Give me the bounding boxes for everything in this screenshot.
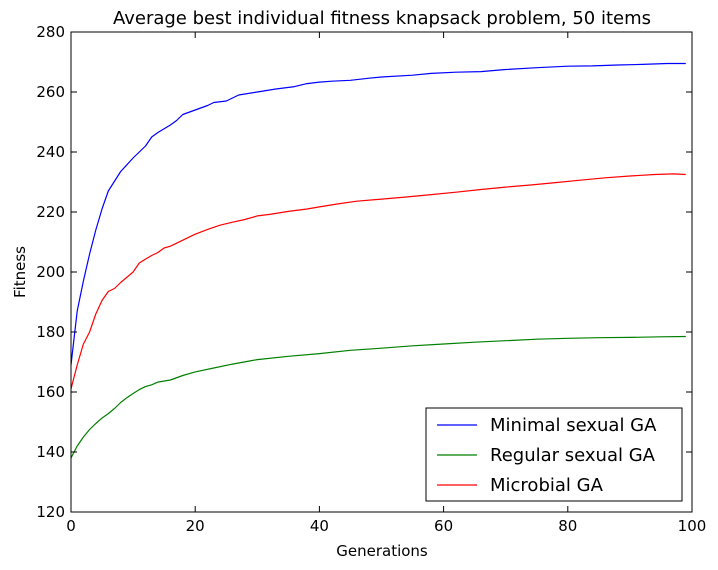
x-axis-title: Generations (336, 542, 428, 560)
series-line-microbial-ga (70, 173, 686, 390)
x-tick-label: 40 (310, 517, 329, 535)
y-tick-label: 260 (36, 83, 65, 101)
x-tick-label: 20 (186, 517, 205, 535)
y-tick-label: 180 (36, 323, 65, 341)
legend: Minimal sexual GA Regular sexual GA Micr… (425, 407, 683, 502)
legend-label-regular: Regular sexual GA (490, 445, 656, 466)
y-axis-title: Fitness (11, 246, 29, 298)
y-tick-label: 220 (36, 203, 65, 221)
y-tick-label: 160 (36, 383, 65, 401)
x-tick-label: 0 (66, 517, 76, 535)
series-line-regular-sexual-ga (70, 335, 686, 459)
ticks-layer: 0 20 40 60 80 100 120 140 160 180 200 220 240 260 280 (36, 23, 706, 535)
series-layer (70, 62, 686, 459)
y-tick-label: 200 (36, 263, 65, 281)
x-tick-label: 80 (558, 517, 577, 535)
legend-label-minimal: Minimal sexual GA (490, 415, 657, 436)
legend-label-microbial: Microbial GA (490, 475, 604, 496)
x-tick-label: 60 (434, 517, 453, 535)
chart-title: Average best individual fitness knapsack… (113, 8, 651, 29)
y-tick-label: 140 (36, 443, 65, 461)
series-line-minimal-sexual-ga (70, 62, 686, 366)
x-tick-label: 100 (678, 517, 707, 535)
y-tick-label: 120 (36, 503, 65, 521)
y-tick-label: 280 (36, 23, 65, 41)
y-tick-label: 240 (36, 143, 65, 161)
